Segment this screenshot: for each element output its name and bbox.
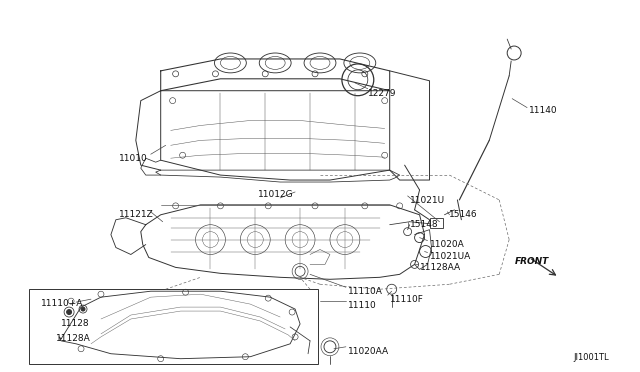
Text: 11128A: 11128A: [56, 334, 91, 343]
Text: 11110+A: 11110+A: [41, 299, 84, 308]
Text: 11021UA: 11021UA: [429, 251, 471, 260]
Text: 11140: 11140: [529, 106, 557, 115]
Text: 11012G: 11012G: [259, 190, 294, 199]
Text: 11020AA: 11020AA: [348, 347, 389, 356]
Text: 11128AA: 11128AA: [420, 263, 461, 272]
Text: 11020A: 11020A: [429, 240, 464, 248]
Text: 11128: 11128: [61, 319, 90, 328]
Text: 11121Z: 11121Z: [119, 210, 154, 219]
Bar: [29, 289, 318, 364]
Circle shape: [81, 307, 85, 311]
Text: JI1001TL: JI1001TL: [573, 353, 609, 362]
Text: 11010: 11010: [119, 154, 148, 163]
Text: 15148: 15148: [410, 220, 438, 229]
Text: 12279: 12279: [368, 89, 396, 98]
Text: 11021U: 11021U: [410, 196, 445, 205]
Text: 11110: 11110: [348, 301, 376, 310]
Text: 11110F: 11110F: [390, 295, 424, 304]
Text: 11110A: 11110A: [348, 287, 383, 296]
Text: 15146: 15146: [449, 210, 478, 219]
Circle shape: [67, 310, 72, 315]
Text: FRONT: FRONT: [515, 257, 549, 266]
